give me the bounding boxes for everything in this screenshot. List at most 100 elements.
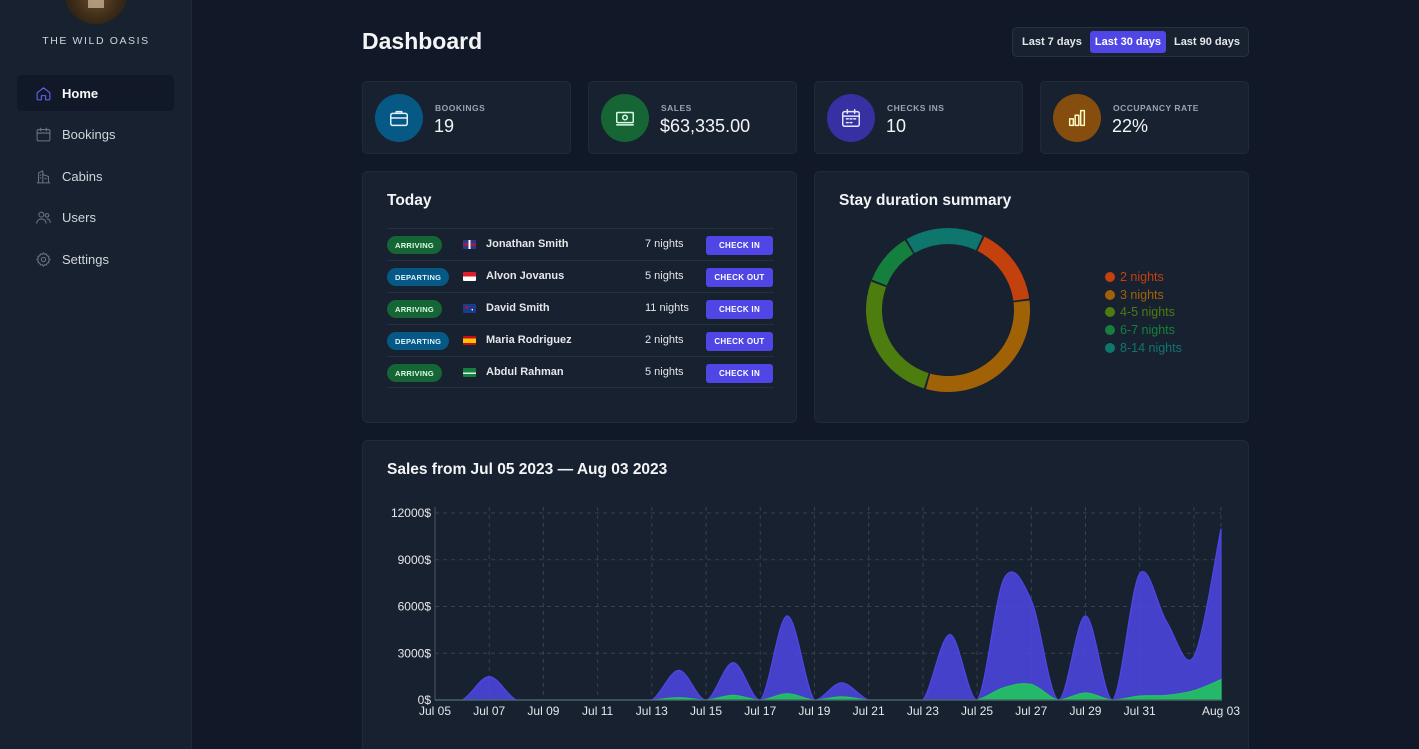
sales-title: Sales from Jul 05 2023 — Aug 03 2023: [387, 461, 668, 478]
nights-count: 11 nights: [645, 302, 689, 314]
duration-title: Stay duration summary: [839, 192, 1012, 209]
chart-grid: [434, 507, 1222, 700]
duration-legend: 2 nights 3 nights 4-5 nights 6-7 nights 8-14…: [1105, 268, 1182, 357]
x-tick-label: Jul 13: [636, 704, 668, 718]
today-panel: Today ARRIVING Jonathan Smith 7 nights CHEC…: [362, 171, 797, 423]
x-tick-label: Jul 23: [907, 704, 939, 718]
stat-value: 22%: [1112, 116, 1149, 136]
x-tick-label: Jul 27: [1015, 704, 1047, 718]
legend-item: 2 nights: [1105, 268, 1182, 286]
check-out-button[interactable]: CHECK OUT: [706, 332, 773, 351]
x-tick-label: Jul 25: [961, 704, 993, 718]
donut-slice-3-nights[interactable]: [925, 300, 1030, 392]
x-tick-label: Jul 19: [798, 704, 830, 718]
legend-dot: [1105, 271, 1115, 282]
guest-name: David Smith: [486, 302, 550, 314]
today-row: ARRIVING David Smith 11 nights CHECK IN: [387, 292, 774, 324]
guest-name: Maria Rodriguez: [486, 334, 572, 346]
donut-slice-2-nights[interactable]: [977, 236, 1030, 301]
legend-dot: [1105, 325, 1115, 336]
nights-count: 7 nights: [645, 238, 684, 250]
x-tick-label: Jul 07: [473, 704, 505, 718]
sales-area-chart: 0$ 3000$ 6000$ 9000$ 12000$ Jul 05 Jul 07 Jul 0…: [391, 506, 1240, 718]
legend-dot: [1105, 307, 1115, 318]
brand-name: THE WILD OASIS: [42, 35, 150, 47]
check-in-button[interactable]: CHECK IN: [706, 364, 773, 383]
check-in-button[interactable]: CHECK IN: [706, 300, 773, 319]
filter-last-30-days[interactable]: Last 30 days: [1089, 31, 1166, 53]
x-tick-label: Jul 05: [419, 704, 451, 718]
sidebar-item-label: Settings: [62, 251, 109, 267]
page-title: Dashboard: [362, 28, 483, 54]
y-tick-label: 3000$: [398, 646, 432, 660]
sidebar-item-home[interactable]: Home: [17, 75, 174, 111]
legend-dot: [1105, 343, 1115, 354]
today-list: ARRIVING Jonathan Smith 7 nights CHECK IN DE…: [387, 228, 774, 388]
nights-count: 5 nights: [645, 366, 684, 378]
x-tick-label: Jul 29: [1069, 704, 1101, 718]
banknotes-icon: [601, 94, 649, 142]
sidebar-item-settings[interactable]: Settings: [17, 241, 174, 277]
total-sales-area: [435, 528, 1222, 701]
sidebar-item-label: Home: [62, 85, 99, 101]
stat-label: OCCUPANCY RATE: [1113, 103, 1199, 113]
sales-panel: Sales from Jul 05 2023 — Aug 03 2023 0$ 3…: [362, 440, 1249, 749]
guest-name: Jonathan Smith: [486, 238, 569, 250]
nights-count: 5 nights: [645, 270, 684, 282]
sidebar-item-bookings[interactable]: Bookings: [17, 117, 174, 153]
donut-slice-4-5-nights[interactable]: [866, 281, 929, 389]
x-tick-label: Jul 21: [853, 704, 885, 718]
y-tick-label: 12000$: [391, 506, 431, 520]
today-row: ARRIVING Jonathan Smith 7 nights CHECK IN: [387, 228, 774, 260]
check-in-button[interactable]: CHECK IN: [706, 236, 773, 255]
duration-donut-chart: [866, 228, 1030, 392]
status-tag: ARRIVING: [387, 364, 443, 382]
building-icon: [36, 169, 51, 183]
x-tick-label: Jul 31: [1124, 704, 1156, 718]
stat-value: 10: [886, 116, 907, 136]
y-tick-label: 0$: [418, 693, 432, 707]
legend-label: 6-7 nights: [1120, 323, 1175, 338]
main-nav: Home Bookings Cabins Users Settings: [17, 75, 174, 283]
legend-dot: [1105, 289, 1115, 300]
stat-card-sales: SALES $63,335.00: [588, 81, 797, 154]
chart-bar-icon: [1053, 94, 1101, 142]
filter-last-90-days[interactable]: Last 90 days: [1173, 36, 1241, 48]
status-tag: ARRIVING: [387, 300, 443, 318]
gear-icon: [36, 251, 51, 267]
legend-item: 3 nights: [1105, 286, 1182, 304]
legend-item: 6-7 nights: [1105, 321, 1182, 339]
legend-item: 4-5 nights: [1105, 304, 1182, 322]
flag-icon: [463, 272, 476, 281]
sidebar-item-cabins[interactable]: Cabins: [17, 158, 174, 194]
flag-icon: [463, 368, 476, 377]
filter-last-7-days[interactable]: Last 7 days: [1022, 36, 1082, 48]
flag-icon: [463, 304, 476, 313]
legend-label: 4-5 nights: [1120, 305, 1175, 320]
x-tick-label: Jul 09: [527, 704, 559, 718]
status-tag: DEPARTING: [387, 268, 450, 286]
today-row: DEPARTING Maria Rodriguez 2 nights CHECK OU…: [387, 324, 774, 356]
stat-card-check-ins: CHECKS INS 10: [814, 81, 1023, 154]
legend-label: 8-14 nights: [1120, 341, 1182, 356]
x-tick-label: Jul 17: [744, 704, 776, 718]
duration-panel: Stay duration summary 2 nights 3 nights 4-…: [814, 171, 1249, 423]
donut-slice-6-7-nights[interactable]: [871, 240, 914, 286]
guest-name: Alvon Jovanus: [486, 270, 565, 282]
home-icon: [36, 86, 51, 100]
legend-label: 3 nights: [1120, 287, 1164, 302]
stat-card-occupancy: OCCUPANCY RATE 22%: [1040, 81, 1249, 154]
y-tick-label: 9000$: [398, 553, 432, 567]
calendar-days-icon: [827, 94, 875, 142]
sidebar-item-users[interactable]: Users: [17, 200, 174, 236]
legend-item: 8-14 nights: [1105, 339, 1182, 357]
donut-slice-8-14-nights[interactable]: [906, 228, 983, 254]
check-out-button[interactable]: CHECK OUT: [706, 268, 773, 287]
today-row: DEPARTING Alvon Jovanus 5 nights CHECK OUT: [387, 260, 774, 292]
status-tag: ARRIVING: [387, 236, 443, 254]
nights-count: 2 nights: [645, 334, 684, 346]
stat-value: $63,335.00: [660, 116, 751, 136]
x-tick-label: Jul 15: [690, 704, 722, 718]
today-title: Today: [387, 192, 432, 209]
flag-icon: [463, 240, 476, 249]
